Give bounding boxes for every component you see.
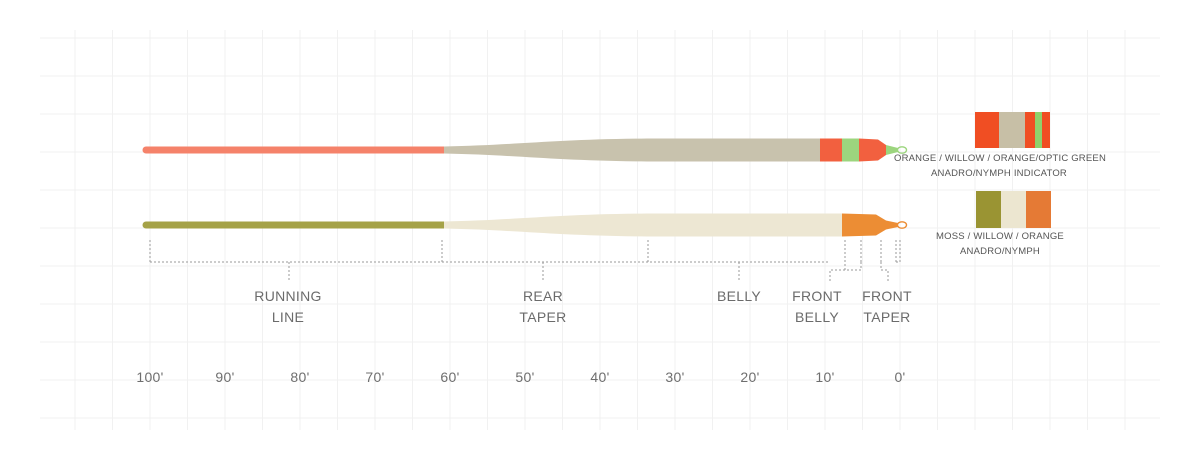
label-running-line-2: LINE [271,309,305,325]
swatch-line-1-stripe [1035,112,1042,148]
label-front-belly-1: FRONT [792,288,842,304]
axis-tick: 70' [365,369,385,385]
leader-front-belly [829,262,862,282]
swatch-line-2-stripe [1001,191,1026,228]
label-front-taper-1: FRONT [862,288,912,304]
line-2-back-end [142,221,146,229]
axis-tick: 50' [515,369,535,385]
axis-tick: 10' [815,369,835,385]
leader-front-taper [880,262,889,282]
line-1-running-line [146,146,444,154]
swatch-line-1-stripe [975,112,999,148]
line-1-orange-band [820,138,842,162]
line-2-front-taper [886,220,898,230]
axis-tick: 60' [440,369,460,385]
label-rear-taper: REAR TAPER [503,286,583,328]
swatch-caption-line-2-a: MOSS / WILLOW / ORANGE [936,231,1064,242]
swatch-caption-line-1-b: ANADRO/NYMPH INDICATOR [930,168,1067,179]
swatch-line-1-stripe [1042,112,1050,148]
label-running-line-1: RUNNING [254,288,322,304]
swatch-line-1-stripe [1025,112,1035,148]
swatch-caption-line-1-a: ORANGE / WILLOW / ORANGE/OPTIC GREEN [894,153,1107,164]
line-2-running-line [146,221,444,229]
line-1-welded-loop [896,146,908,154]
line-2-welded-loop [896,221,908,229]
line-1-body [444,138,820,162]
axis-tick: 30' [665,369,685,385]
swatch-line-2-stripe [976,191,1001,228]
swatch-line-1-stripe [999,112,1025,148]
axis-tick: 80' [290,369,310,385]
swatch-caption-line-1: ORANGE / WILLOW / ORANGE/OPTIC GREEN ANA… [894,151,1107,181]
line-2-orange-head [842,213,886,237]
swatch-line-2-stripe [1026,191,1051,228]
swatch-caption-line-2-b: ANADRO/NYMPH [960,246,1040,257]
label-belly-1: BELLY [716,288,762,304]
axis-tick: 0' [894,369,906,385]
label-front-taper-2: TAPER [863,309,911,325]
label-front-belly: FRONT BELLY [782,286,852,328]
label-belly: BELLY [699,286,779,307]
axis-tick: 90' [215,369,235,385]
line-1-front-taper [886,145,898,155]
label-rear-taper-2: TAPER [519,309,567,325]
line-1-orange-tip [859,138,886,162]
label-front-belly-2: BELLY [794,309,840,325]
axis-tick: 100' [136,369,164,385]
axis-tick: 40' [590,369,610,385]
swatch-caption-line-2: MOSS / WILLOW / ORANGE ANADRO/NYMPH [910,229,1090,259]
label-front-taper: FRONT TAPER [852,286,922,328]
label-running-line: RUNNING LINE [238,286,338,328]
line-1-back-end [142,146,146,154]
line-1-green-band [842,138,859,162]
line-2-body [444,213,842,237]
axis-tick: 20' [740,369,760,385]
label-rear-taper-1: REAR [522,288,564,304]
